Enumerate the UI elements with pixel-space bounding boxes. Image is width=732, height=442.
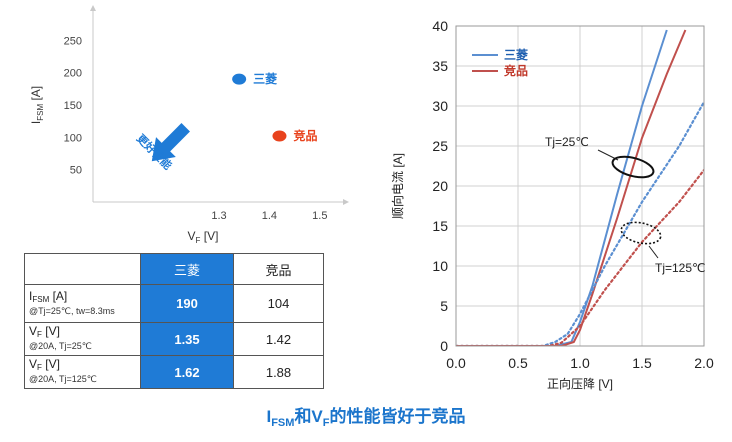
scatter-ytick-label: 150 (64, 100, 82, 112)
scatter-xtick-label: 1.5 (312, 210, 327, 222)
row-param-ifsm: IFSM [A] @Tj=25℃, tw=8.3ms (24, 284, 141, 323)
annotation-tj25: Tj=25℃ (545, 135, 589, 149)
curve-ytick-label: 25 (432, 138, 448, 154)
curve-legend: 三菱 竞品 (472, 47, 528, 78)
curve-xtick-label: 2.0 (694, 355, 714, 371)
scatter-ytick-label: 250 (64, 35, 82, 47)
cell-competitor-vf-125: 1.88 (233, 355, 324, 389)
scatter-ytick-label: 50 (70, 165, 82, 177)
summary-caption: IFSM和VF的性能皆好于竞品 (266, 407, 466, 429)
curve-ylabel: 顺向电流 [A] (390, 153, 405, 219)
curve-ytick-label: 0 (440, 338, 448, 354)
curve-ytick-label: 15 (432, 218, 448, 234)
legend-label-mitsubishi: 三菱 (504, 47, 528, 62)
table-header-competitor: 竞品 (233, 253, 324, 285)
curve-ytick-label: 30 (432, 98, 448, 114)
cell-competitor-vf-25: 1.42 (233, 322, 324, 356)
scatter-point (232, 73, 247, 85)
legend-label-competitor: 竞品 (504, 63, 528, 78)
better-performance-arrow (151, 123, 190, 162)
forward-iv-curve-chart: 0 5 10 15 20 25 30 35 40 0.0 0.5 1.0 1.5 2.0 正向压降 [V… (390, 18, 714, 391)
cell-mitsubishi-vf-125: 1.62 (140, 355, 234, 389)
annotation-tj125: Tj=125℃ (655, 261, 706, 275)
scatter-xtick-label: 1.4 (262, 210, 277, 222)
curve-xtick-label: 1.0 (570, 355, 590, 371)
curve-ytick-label: 5 (440, 298, 448, 314)
table-row: IFSM [A] @Tj=25℃, tw=8.3ms 190 104 (24, 284, 324, 323)
cell-mitsubishi-vf-25: 1.35 (140, 322, 234, 356)
scatter-axes (90, 5, 349, 205)
scatter-point-label: 三菱 (253, 71, 277, 86)
curve-ytick-label: 40 (432, 18, 448, 34)
row-param-vf-125: VF [V] @20A, Tj=125℃ (24, 355, 141, 389)
scatter-point (272, 130, 287, 142)
curve-series-line (456, 29, 687, 346)
curve-xlabel: 正向压降 [V] (547, 376, 613, 391)
curve-series-line (456, 168, 704, 346)
cell-competitor-ifsm: 104 (233, 284, 324, 323)
scatter-xlabel: VF [V] (188, 229, 219, 245)
scatter-ytick-label: 200 (64, 68, 82, 80)
curve-ytick-label: 35 (432, 58, 448, 74)
table-row: VF [V] @20A, Tj=125℃ 1.62 1.88 (24, 355, 324, 389)
annotation-tj25-ellipse (611, 155, 655, 179)
ifsm-vf-scatter-chart: 50 100 150 200 250 1.3 1.4 1.5 IFSM [A] VF [V]… (29, 5, 349, 245)
table-header-row: 三菱 竞品 (24, 253, 324, 285)
scatter-xtick-label: 1.3 (211, 210, 226, 222)
scatter-point-label: 竞品 (293, 128, 317, 143)
spec-comparison-table: 三菱 竞品 IFSM [A] @Tj=25℃, tw=8.3ms 190 104… (24, 253, 324, 389)
row-param-vf-25: VF [V] @20A, Tj=25℃ (24, 322, 141, 356)
scatter-ytick-label: 100 (64, 132, 82, 144)
annotation-tj125-leader (648, 245, 659, 259)
curve-xtick-label: 0.0 (446, 355, 466, 371)
curve-xtick-label: 0.5 (508, 355, 528, 371)
curve-xtick-label: 1.5 (632, 355, 652, 371)
curve-ytick-label: 10 (432, 258, 448, 274)
curve-plot-frame (455, 25, 705, 347)
cell-mitsubishi-ifsm: 190 (140, 284, 234, 323)
table-header-blank (24, 253, 141, 285)
curve-ytick-label: 20 (432, 178, 448, 194)
curve-series-line (456, 29, 668, 346)
table-row: VF [V] @20A, Tj=25℃ 1.35 1.42 (24, 322, 324, 356)
table-header-mitsubishi: 三菱 (140, 253, 234, 285)
curve-series-line (456, 100, 704, 346)
scatter-ylabel: IFSM [A] (29, 86, 45, 124)
annotation-tj125-ellipse (620, 221, 662, 245)
